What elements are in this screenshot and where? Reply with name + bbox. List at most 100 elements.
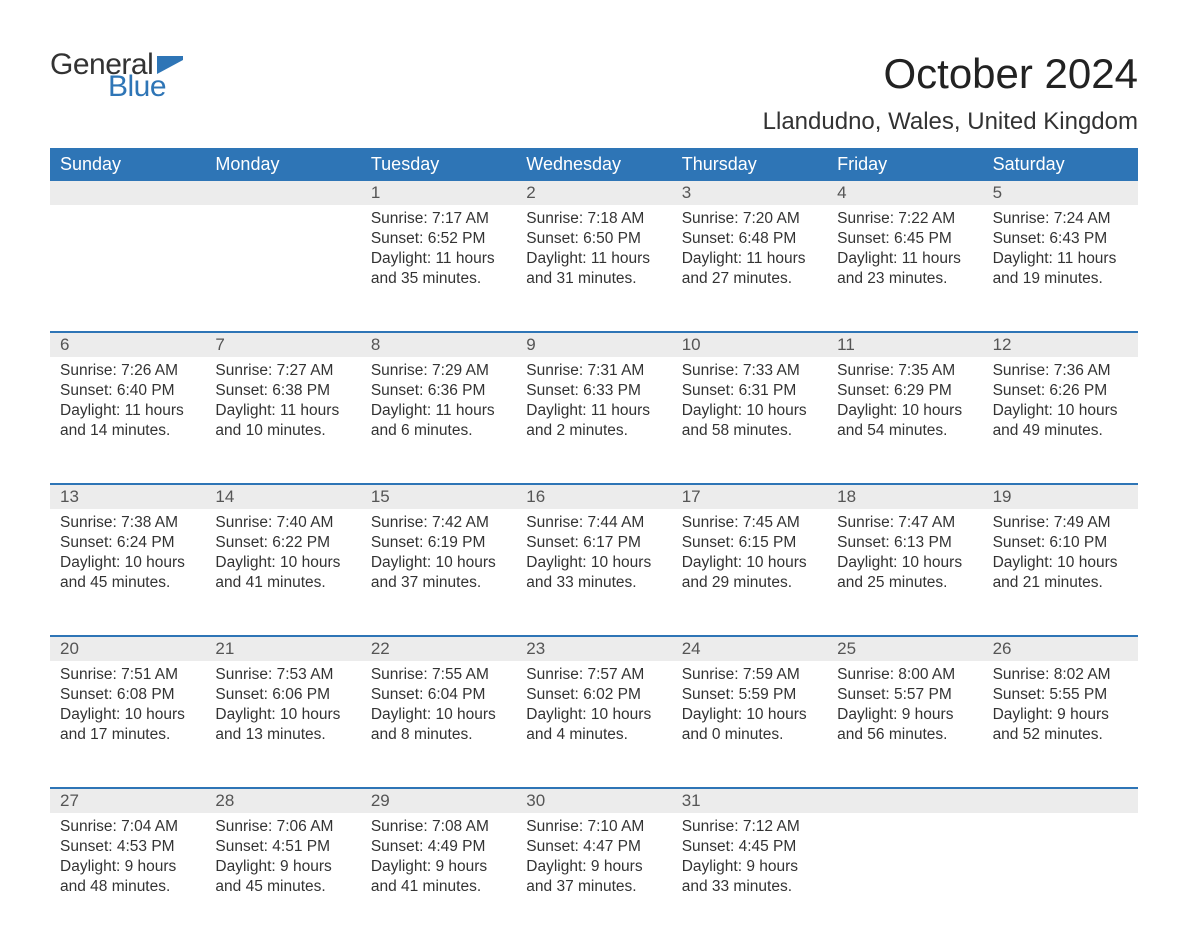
sunrise-line: Sunrise: 7:33 AM bbox=[682, 361, 817, 381]
daylight-line-2: and 19 minutes. bbox=[993, 269, 1128, 289]
date-number: 6 bbox=[50, 333, 205, 357]
day-cell: Sunrise: 7:53 AMSunset: 6:06 PMDaylight:… bbox=[205, 661, 360, 787]
date-number: 10 bbox=[672, 333, 827, 357]
daylight-line-1: Daylight: 10 hours bbox=[526, 705, 661, 725]
sunset-line: Sunset: 5:59 PM bbox=[682, 685, 817, 705]
daylight-line-1: Daylight: 9 hours bbox=[60, 857, 195, 877]
sunrise-line: Sunrise: 8:02 AM bbox=[993, 665, 1128, 685]
sunrise-line: Sunrise: 7:51 AM bbox=[60, 665, 195, 685]
daylight-line-1: Daylight: 11 hours bbox=[682, 249, 817, 269]
daylight-line-2: and 35 minutes. bbox=[371, 269, 506, 289]
date-number: 21 bbox=[205, 637, 360, 661]
day-cell: Sunrise: 7:44 AMSunset: 6:17 PMDaylight:… bbox=[516, 509, 671, 635]
daylight-line-2: and 37 minutes. bbox=[526, 877, 661, 897]
date-number: 1 bbox=[361, 181, 516, 205]
date-number: 8 bbox=[361, 333, 516, 357]
day-cell: Sunrise: 7:40 AMSunset: 6:22 PMDaylight:… bbox=[205, 509, 360, 635]
daylight-line-2: and 25 minutes. bbox=[837, 573, 972, 593]
date-number: 24 bbox=[672, 637, 827, 661]
sunset-line: Sunset: 6:45 PM bbox=[837, 229, 972, 249]
date-number bbox=[983, 789, 1138, 813]
daylight-line-2: and 2 minutes. bbox=[526, 421, 661, 441]
day-cell: Sunrise: 7:04 AMSunset: 4:53 PMDaylight:… bbox=[50, 813, 205, 939]
date-number: 23 bbox=[516, 637, 671, 661]
sunrise-line: Sunrise: 7:26 AM bbox=[60, 361, 195, 381]
date-number-row: 12345 bbox=[50, 181, 1138, 205]
date-number: 13 bbox=[50, 485, 205, 509]
daylight-line-2: and 41 minutes. bbox=[371, 877, 506, 897]
date-number: 4 bbox=[827, 181, 982, 205]
day-cell bbox=[983, 813, 1138, 939]
day-cell: Sunrise: 7:31 AMSunset: 6:33 PMDaylight:… bbox=[516, 357, 671, 483]
brand-word-2: Blue bbox=[108, 72, 183, 102]
daylight-line-1: Daylight: 9 hours bbox=[371, 857, 506, 877]
sunrise-line: Sunrise: 7:53 AM bbox=[215, 665, 350, 685]
date-number bbox=[205, 181, 360, 205]
daylight-line-1: Daylight: 11 hours bbox=[215, 401, 350, 421]
sunset-line: Sunset: 6:29 PM bbox=[837, 381, 972, 401]
sunset-line: Sunset: 4:47 PM bbox=[526, 837, 661, 857]
sunset-line: Sunset: 6:43 PM bbox=[993, 229, 1128, 249]
sunset-line: Sunset: 6:08 PM bbox=[60, 685, 195, 705]
sunset-line: Sunset: 6:19 PM bbox=[371, 533, 506, 553]
sunset-line: Sunset: 5:57 PM bbox=[837, 685, 972, 705]
daylight-line-1: Daylight: 10 hours bbox=[993, 401, 1128, 421]
daylight-line-2: and 41 minutes. bbox=[215, 573, 350, 593]
date-number bbox=[827, 789, 982, 813]
daylight-line-1: Daylight: 9 hours bbox=[682, 857, 817, 877]
sunset-line: Sunset: 4:51 PM bbox=[215, 837, 350, 857]
sunrise-line: Sunrise: 7:49 AM bbox=[993, 513, 1128, 533]
daylight-line-1: Daylight: 10 hours bbox=[682, 401, 817, 421]
day-cell: Sunrise: 7:51 AMSunset: 6:08 PMDaylight:… bbox=[50, 661, 205, 787]
day-cell: Sunrise: 7:33 AMSunset: 6:31 PMDaylight:… bbox=[672, 357, 827, 483]
sunrise-line: Sunrise: 7:29 AM bbox=[371, 361, 506, 381]
date-number: 28 bbox=[205, 789, 360, 813]
day-cell: Sunrise: 7:38 AMSunset: 6:24 PMDaylight:… bbox=[50, 509, 205, 635]
day-cell bbox=[827, 813, 982, 939]
daylight-line-1: Daylight: 11 hours bbox=[526, 249, 661, 269]
daylight-line-2: and 48 minutes. bbox=[60, 877, 195, 897]
day-header-cell: Monday bbox=[205, 148, 360, 181]
day-cell: Sunrise: 7:20 AMSunset: 6:48 PMDaylight:… bbox=[672, 205, 827, 331]
daylight-line-2: and 4 minutes. bbox=[526, 725, 661, 745]
date-number: 16 bbox=[516, 485, 671, 509]
sunrise-line: Sunrise: 8:00 AM bbox=[837, 665, 972, 685]
date-number-row: 13141516171819 bbox=[50, 483, 1138, 509]
daylight-line-2: and 21 minutes. bbox=[993, 573, 1128, 593]
sunset-line: Sunset: 6:31 PM bbox=[682, 381, 817, 401]
day-cell: Sunrise: 7:42 AMSunset: 6:19 PMDaylight:… bbox=[361, 509, 516, 635]
day-cell: Sunrise: 7:24 AMSunset: 6:43 PMDaylight:… bbox=[983, 205, 1138, 331]
date-number: 2 bbox=[516, 181, 671, 205]
daylight-line-2: and 10 minutes. bbox=[215, 421, 350, 441]
daylight-line-2: and 31 minutes. bbox=[526, 269, 661, 289]
sunset-line: Sunset: 6:38 PM bbox=[215, 381, 350, 401]
sunrise-line: Sunrise: 7:31 AM bbox=[526, 361, 661, 381]
sunrise-line: Sunrise: 7:04 AM bbox=[60, 817, 195, 837]
sunrise-line: Sunrise: 7:08 AM bbox=[371, 817, 506, 837]
day-cell bbox=[205, 205, 360, 331]
sunrise-line: Sunrise: 7:59 AM bbox=[682, 665, 817, 685]
date-number: 31 bbox=[672, 789, 827, 813]
sunset-line: Sunset: 6:17 PM bbox=[526, 533, 661, 553]
daylight-line-1: Daylight: 9 hours bbox=[837, 705, 972, 725]
daylight-line-2: and 52 minutes. bbox=[993, 725, 1128, 745]
sunset-line: Sunset: 6:02 PM bbox=[526, 685, 661, 705]
sunrise-line: Sunrise: 7:45 AM bbox=[682, 513, 817, 533]
daylight-line-2: and 54 minutes. bbox=[837, 421, 972, 441]
sunrise-line: Sunrise: 7:12 AM bbox=[682, 817, 817, 837]
day-header-cell: Sunday bbox=[50, 148, 205, 181]
sunset-line: Sunset: 4:53 PM bbox=[60, 837, 195, 857]
daylight-line-2: and 29 minutes. bbox=[682, 573, 817, 593]
daylight-line-2: and 33 minutes. bbox=[682, 877, 817, 897]
header: General Blue October 2024 Llandudno, Wal… bbox=[50, 50, 1138, 136]
sunset-line: Sunset: 6:06 PM bbox=[215, 685, 350, 705]
sunrise-line: Sunrise: 7:55 AM bbox=[371, 665, 506, 685]
daylight-line-2: and 33 minutes. bbox=[526, 573, 661, 593]
sunrise-line: Sunrise: 7:06 AM bbox=[215, 817, 350, 837]
sunset-line: Sunset: 6:40 PM bbox=[60, 381, 195, 401]
day-header-cell: Thursday bbox=[672, 148, 827, 181]
week-row: Sunrise: 7:04 AMSunset: 4:53 PMDaylight:… bbox=[50, 813, 1138, 939]
date-number: 18 bbox=[827, 485, 982, 509]
sunset-line: Sunset: 4:45 PM bbox=[682, 837, 817, 857]
daylight-line-2: and 6 minutes. bbox=[371, 421, 506, 441]
